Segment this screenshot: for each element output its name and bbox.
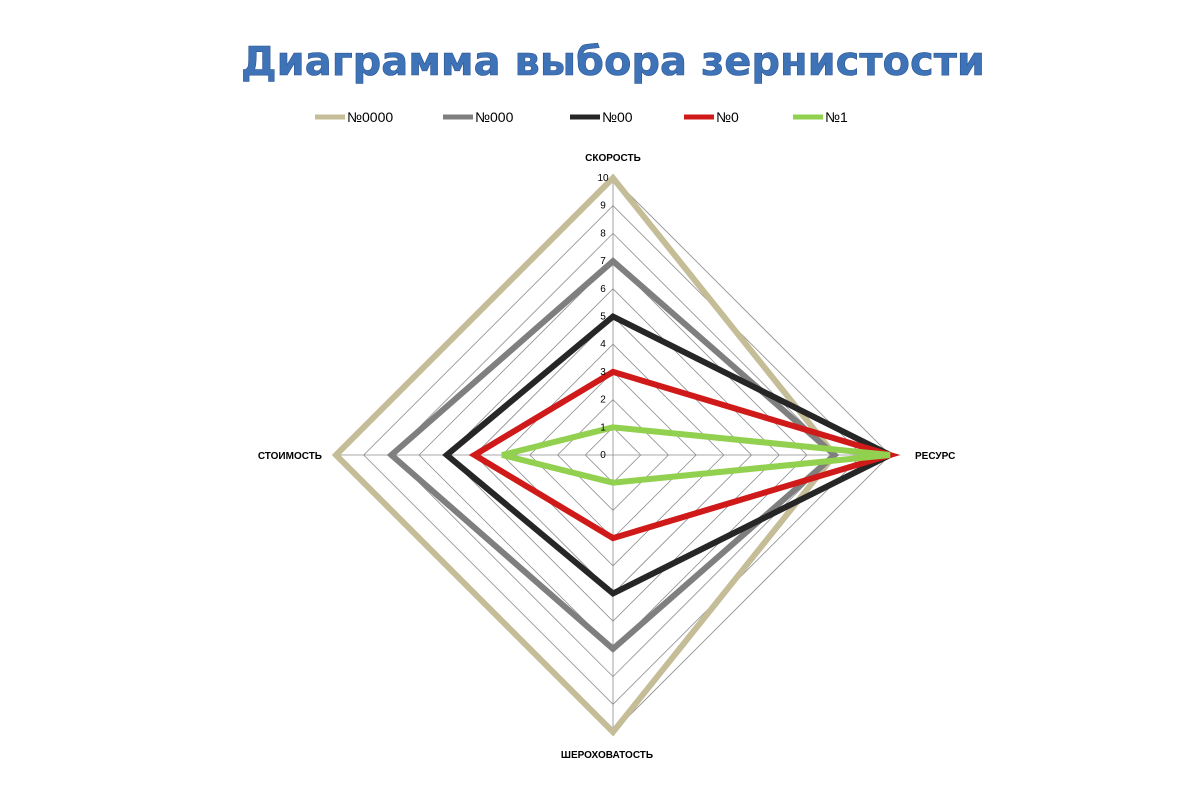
tick-label-6: 6 bbox=[600, 284, 606, 295]
tick-label-4: 4 bbox=[600, 339, 606, 350]
tick-label-3: 3 bbox=[600, 367, 606, 378]
legend-label-4: №1 bbox=[825, 109, 848, 125]
legend-label-0: №0000 bbox=[347, 109, 393, 125]
axis-label-3: СТОИМОСТЬ bbox=[258, 451, 322, 462]
legend-label-1: №000 bbox=[475, 109, 514, 125]
axis-label-0: СКОРОСТЬ bbox=[585, 153, 641, 164]
tick-label-2: 2 bbox=[600, 395, 606, 406]
tick-label-1: 1 bbox=[600, 422, 606, 433]
chart-title: Диаграмма выбора зернистости bbox=[241, 39, 985, 85]
series-line-4 bbox=[501, 424, 891, 486]
tick-label-10: 10 bbox=[597, 173, 609, 184]
tick-label-7: 7 bbox=[600, 256, 606, 267]
tick-label-9: 9 bbox=[600, 201, 606, 212]
legend: №0000 №000 №00 №0 №1 bbox=[315, 109, 848, 125]
tick-labels: 0 1 2 3 4 5 6 7 8 9 10 bbox=[597, 173, 609, 461]
axis-label-1: РЕСУРС bbox=[915, 451, 955, 462]
axis-label-2: ШЕРОХОВАТОСТЬ bbox=[561, 750, 653, 761]
tick-label-8: 8 bbox=[600, 228, 606, 239]
axis-labels: СКОРОСТЬ РЕСУРС ШЕРОХОВАТОСТЬ СТОИМОСТЬ bbox=[258, 153, 955, 761]
series-line-2 bbox=[442, 312, 897, 598]
series-line-3 bbox=[468, 368, 901, 542]
tick-label-5: 5 bbox=[600, 312, 606, 323]
tick-label-0: 0 bbox=[600, 450, 606, 461]
legend-label-3: №0 bbox=[716, 109, 739, 125]
series-layer bbox=[331, 173, 901, 737]
series-line-0 bbox=[331, 173, 839, 737]
legend-label-2: №00 bbox=[602, 109, 633, 125]
